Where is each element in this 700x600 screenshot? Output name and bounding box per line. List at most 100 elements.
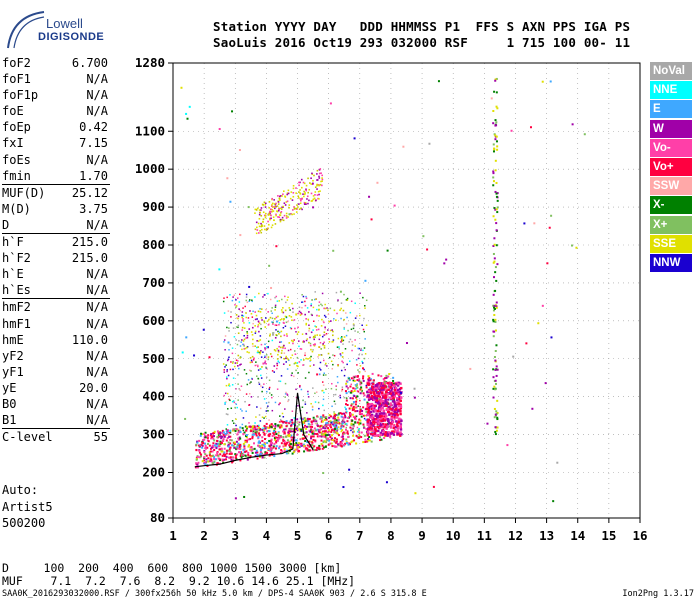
echo-point: [285, 435, 288, 438]
echo-point: [326, 421, 329, 424]
echo-point: [186, 117, 189, 120]
echo-point: [270, 226, 273, 229]
echo-point: [350, 429, 352, 432]
echo-point: [380, 438, 383, 441]
echo-point: [298, 423, 301, 426]
param-name: B1: [2, 413, 17, 428]
echo-point: [270, 439, 273, 442]
x-tick-label: 2: [200, 528, 208, 543]
echo-point: [279, 199, 281, 201]
echo-point: [375, 418, 378, 421]
echo-point: [304, 401, 307, 403]
echo-point: [393, 204, 396, 207]
echo-point: [288, 422, 291, 425]
param-name: foF2: [2, 56, 31, 70]
echo-point: [363, 398, 366, 401]
echo-point: [250, 381, 252, 383]
logo-lowell-text: Lowell: [46, 16, 83, 31]
echo-point: [355, 415, 358, 418]
echo-point: [261, 444, 264, 447]
echo-point: [376, 391, 380, 394]
echo-point: [204, 442, 207, 445]
echo-point: [396, 388, 400, 392]
echo-point: [266, 430, 269, 433]
echo-point: [383, 381, 386, 384]
echo-point: [320, 425, 323, 428]
echo-point: [340, 436, 343, 439]
echo-point: [318, 177, 321, 179]
echo-point: [316, 188, 318, 190]
x-tick-label: 8: [387, 528, 395, 543]
echo-point: [220, 442, 223, 445]
echo-point: [494, 190, 497, 193]
echo-point: [312, 387, 314, 389]
echo-point: [312, 435, 315, 438]
echo-point: [377, 374, 380, 377]
echo-point: [395, 383, 398, 386]
echo-point: [384, 385, 387, 388]
echo-point: [257, 365, 259, 368]
echo-point: [384, 412, 387, 416]
echo-point: [264, 202, 267, 205]
echo-point: [286, 449, 289, 452]
echo-point: [351, 413, 354, 416]
echo-point: [363, 434, 366, 437]
param-name: fmin: [2, 168, 31, 183]
echo-point: [312, 329, 314, 331]
echo-point: [282, 219, 285, 222]
echo-point: [282, 436, 285, 439]
echo-point: [274, 436, 277, 439]
param-name: fxI: [2, 136, 24, 151]
echo-point: [307, 358, 309, 360]
echo-point: [302, 399, 304, 402]
echo-point: [373, 397, 377, 400]
echo-point: [358, 433, 361, 436]
echo-point: [388, 373, 391, 376]
echo-point: [341, 439, 344, 442]
echo-point: [310, 313, 313, 316]
echo-point: [265, 402, 268, 404]
echo-point: [336, 346, 339, 348]
echo-point: [290, 430, 293, 433]
echo-point: [251, 300, 253, 303]
echo-point: [360, 388, 363, 391]
echo-point: [371, 387, 375, 391]
echo-point: [231, 461, 234, 464]
echo-point: [280, 356, 282, 359]
echo-point: [296, 362, 299, 364]
echo-point: [352, 323, 355, 325]
echo-point: [269, 449, 272, 452]
echo-point: [492, 320, 495, 323]
echo-point: [255, 232, 258, 235]
echo-point: [226, 369, 228, 371]
echo-point: [382, 412, 386, 415]
echo-point: [278, 432, 280, 434]
echo-point: [358, 431, 361, 434]
echo-point: [366, 390, 370, 394]
echo-point: [331, 334, 334, 337]
echo-point: [264, 362, 266, 364]
echo-point: [339, 290, 342, 293]
echo-point: [322, 446, 325, 449]
echo-point: [493, 147, 496, 150]
echo-point: [277, 434, 280, 437]
echo-point: [396, 423, 399, 426]
echo-point: [285, 421, 288, 424]
echo-point: [253, 357, 255, 360]
echo-point: [282, 363, 285, 365]
echo-point: [247, 445, 250, 448]
echo-point: [343, 374, 346, 377]
echo-point: [228, 330, 230, 332]
echo-point: [244, 450, 247, 453]
param-row: fmin 1.70: [2, 168, 110, 184]
echo-point: [352, 391, 354, 393]
echo-point: [318, 301, 321, 303]
echo-point: [496, 145, 499, 148]
echo-point: [249, 310, 251, 312]
echo-point: [354, 345, 356, 347]
echo-point: [263, 433, 266, 436]
echo-point: [328, 416, 331, 419]
echo-point: [283, 450, 286, 453]
echo-point: [264, 294, 266, 296]
echo-point: [335, 431, 338, 434]
